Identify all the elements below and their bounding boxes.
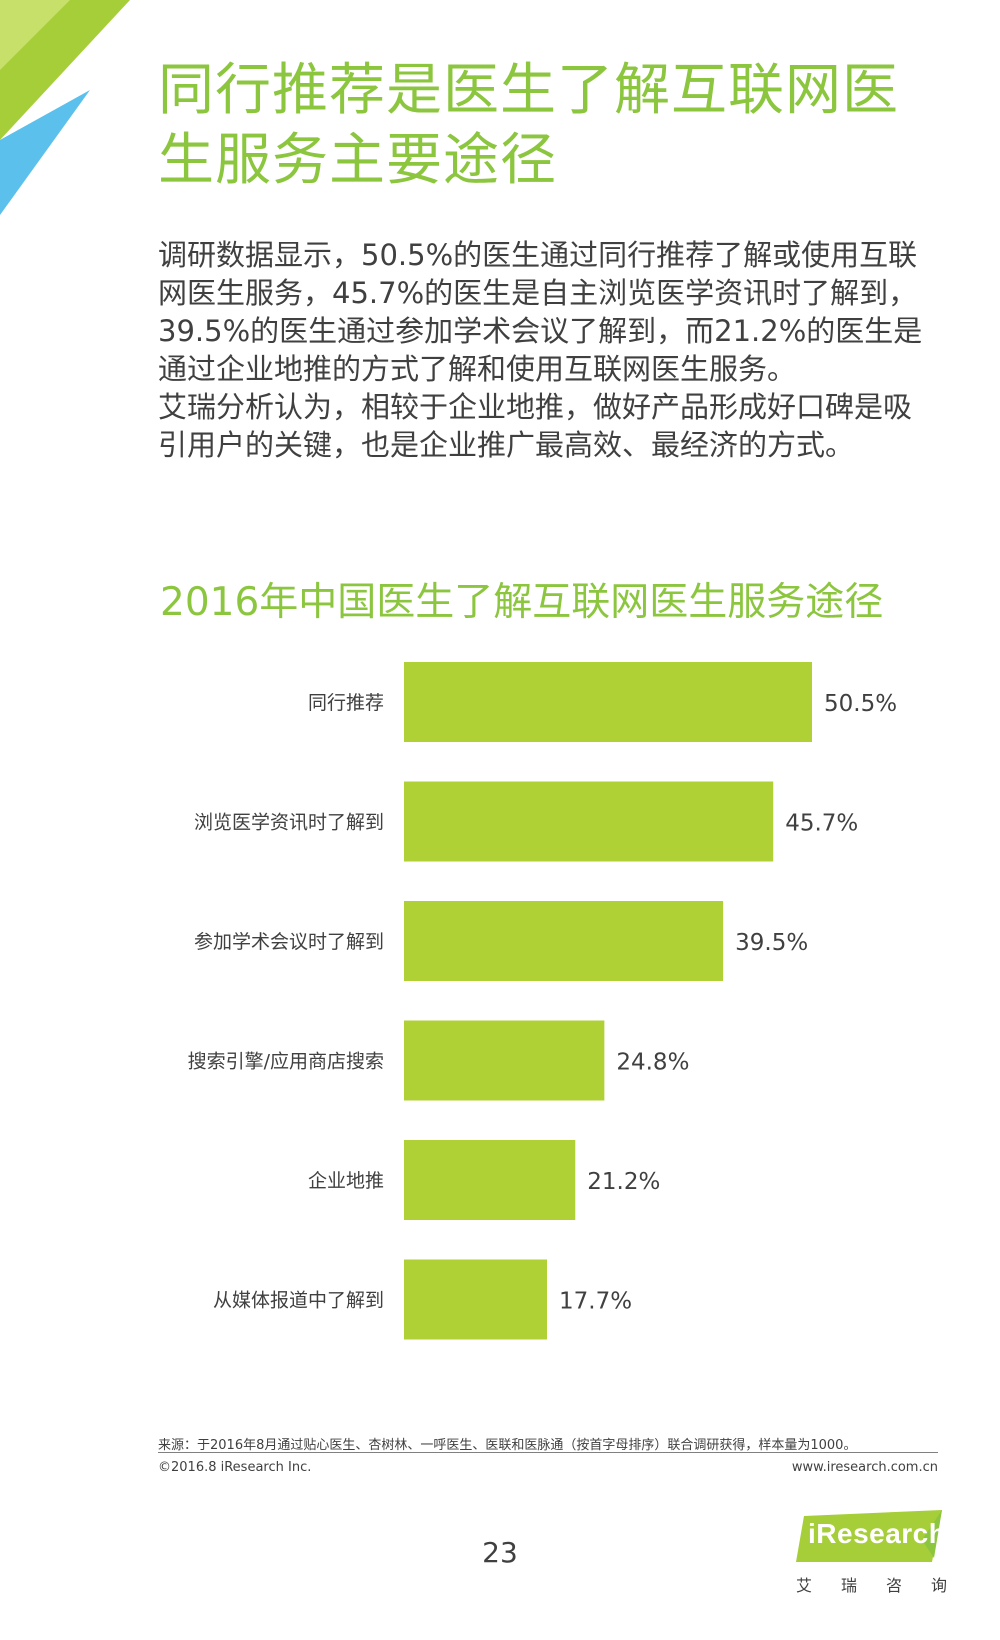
data-label-4: 24.8% xyxy=(616,1050,689,1076)
data-label-2: 45.7% xyxy=(785,811,858,837)
copyright: ©2016.8 iResearch Inc. xyxy=(158,1460,312,1475)
bar-6 xyxy=(404,1259,548,1340)
footer-divider xyxy=(158,1452,938,1453)
category-label-6: 从媒体报道中了解到 xyxy=(213,1290,384,1312)
bar-1 xyxy=(404,662,812,742)
logo-text: iResearch xyxy=(808,1518,947,1549)
bar-chart: 同行推荐 50.5% 浏览医学资讯时了解到 45.7% 参加学术会议时了解到 39.5% 搜… xyxy=(0,660,1000,1390)
data-label-6: 17.7% xyxy=(559,1289,632,1315)
data-label-1: 50.5% xyxy=(824,691,897,717)
category-label-2: 浏览医学资讯时了解到 xyxy=(194,812,384,834)
page-number: 23 xyxy=(482,1536,518,1569)
body-paragraph-1: 调研数据显示，50.5%的医生通过同行推荐了解或使用互联网医生服务，45.7%的… xyxy=(158,238,923,386)
data-label-5: 21.2% xyxy=(587,1169,660,1195)
logo-badge-icon xyxy=(796,1510,942,1562)
category-label-5: 企业地推 xyxy=(308,1170,384,1192)
bar-3 xyxy=(404,901,724,981)
category-label-3: 参加学术会议时了解到 xyxy=(194,931,384,953)
category-label-1: 同行推荐 xyxy=(308,692,384,714)
body-text: 调研数据显示，50.5%的医生通过同行推荐了解或使用互联网医生服务，45.7%的… xyxy=(158,236,928,464)
category-label-4: 搜索引擎/应用商店搜索 xyxy=(188,1051,384,1073)
data-label-3: 39.5% xyxy=(735,930,808,956)
website-url: www.iresearch.com.cn xyxy=(791,1460,938,1475)
source-note: 来源：于2016年8月通过贴心医生、杏树林、一呼医生、医联和医脉通（按首字母排序… xyxy=(158,1438,857,1453)
chart-title: 2016年中国医生了解互联网医生服务途径 xyxy=(160,580,884,625)
body-paragraph-2: 艾瑞分析认为，相较于企业地推，做好产品形成好口碑是吸引用户的关键，也是企业推广最… xyxy=(158,390,913,462)
iresearch-logo: iResearch 艾瑞咨询 xyxy=(794,1510,954,1610)
bar-chart-svg: 同行推荐 50.5% 浏览医学资讯时了解到 45.7% 参加学术会议时了解到 39.5% 搜… xyxy=(188,662,897,1340)
bar-2 xyxy=(404,781,774,862)
bar-4 xyxy=(404,1020,605,1101)
logo-chinese-name: 艾瑞咨询 xyxy=(796,1576,977,1595)
corner-decoration xyxy=(0,0,130,215)
bar-5 xyxy=(404,1140,576,1220)
page-title: 同行推荐是医生了解互联网医生服务主要途径 xyxy=(158,58,899,193)
